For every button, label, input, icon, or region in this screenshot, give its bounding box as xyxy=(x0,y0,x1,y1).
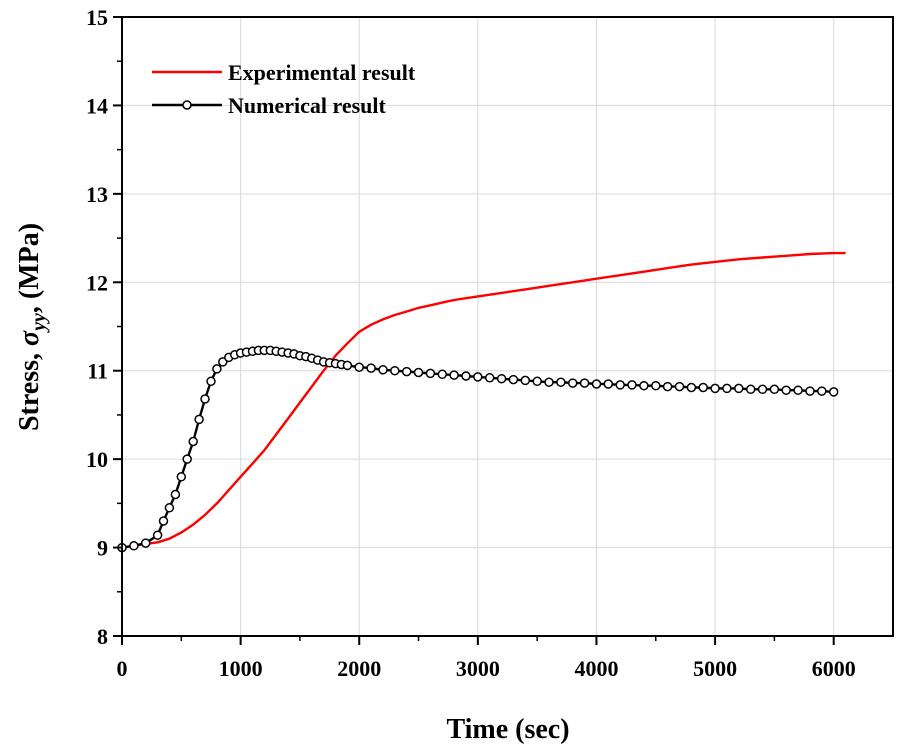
y-tick-label: 8 xyxy=(97,624,108,649)
data-point xyxy=(206,376,216,387)
y-tick-label: 15 xyxy=(86,5,108,30)
data-point xyxy=(520,375,531,386)
data-point xyxy=(354,362,364,372)
x-tick-label: 2000 xyxy=(337,656,381,681)
data-point xyxy=(496,373,507,384)
y-tick-label: 14 xyxy=(86,93,108,118)
data-point xyxy=(674,381,685,392)
grid-lines xyxy=(122,17,893,636)
data-point xyxy=(591,379,602,389)
data-point xyxy=(556,377,566,387)
data-point xyxy=(425,368,436,379)
data-point xyxy=(769,384,780,395)
tick-labels: 0 1000 2000 3000 4000 5000 6000 8 9 10 11 12 13 14 15 xyxy=(86,5,856,681)
x-tick-label: 5000 xyxy=(693,656,737,681)
y-axis-title-symbol: σ xyxy=(14,330,45,346)
data-point xyxy=(176,472,187,482)
data-point xyxy=(473,372,483,382)
data-point xyxy=(449,370,459,380)
data-point xyxy=(508,374,519,385)
y-axis-title: Stress, σyy, (MPa) xyxy=(14,223,50,431)
data-point xyxy=(544,377,554,387)
data-point xyxy=(366,363,376,373)
data-point xyxy=(828,387,839,397)
series-line xyxy=(121,251,846,549)
y-tick-label: 11 xyxy=(87,359,108,384)
data-point xyxy=(579,378,590,388)
data-point xyxy=(212,364,222,374)
x-tick-label: 1000 xyxy=(219,656,263,681)
y-tick-label: 10 xyxy=(86,447,108,472)
y-tick-label: 13 xyxy=(86,182,108,207)
data-point xyxy=(745,384,756,395)
data-point xyxy=(793,385,803,395)
data-point xyxy=(627,380,637,390)
data-point xyxy=(182,454,192,464)
data-point xyxy=(164,503,175,513)
x-tick-label: 4000 xyxy=(574,656,618,681)
data-point xyxy=(651,380,661,391)
legend: Experimental result Numerical result xyxy=(152,60,416,118)
data-point xyxy=(805,386,815,396)
data-point xyxy=(686,382,697,393)
y-tick-label: 9 xyxy=(97,536,108,561)
data-point xyxy=(170,489,181,500)
data-point xyxy=(567,378,578,388)
data-point xyxy=(390,365,400,376)
data-point xyxy=(532,376,542,387)
data-point xyxy=(781,385,791,395)
legend-numerical-marker xyxy=(182,100,192,110)
x-tick-label: 6000 xyxy=(812,656,856,681)
data-point xyxy=(662,381,673,392)
y-axis-title-prefix: Stress, xyxy=(14,346,45,431)
legend-numerical-label: Numerical result xyxy=(228,93,387,118)
data-point xyxy=(200,394,210,404)
axis-ticks xyxy=(113,16,835,645)
y-axis-title-subscript: yy xyxy=(28,313,50,333)
data-point xyxy=(437,369,448,380)
data-point xyxy=(401,366,412,377)
data-point xyxy=(615,380,625,390)
data-point xyxy=(603,379,614,389)
x-axis-title: Time (sec) xyxy=(446,714,569,745)
x-tick-label: 3000 xyxy=(456,656,500,681)
series-layer xyxy=(117,251,846,553)
data-point xyxy=(698,382,708,393)
data-point xyxy=(710,383,720,394)
data-point xyxy=(484,373,495,383)
data-point xyxy=(140,538,151,548)
data-point xyxy=(152,530,163,540)
data-point xyxy=(722,383,732,394)
data-point xyxy=(158,516,169,526)
y-tick-label: 12 xyxy=(86,270,108,295)
legend-experimental-label: Experimental result xyxy=(228,60,416,85)
y-axis-title-suffix: , (MPa) xyxy=(14,223,45,313)
data-point xyxy=(413,367,424,378)
data-point xyxy=(639,380,649,391)
series-experimental xyxy=(121,251,846,549)
data-point xyxy=(734,383,744,394)
data-point xyxy=(817,386,827,396)
data-point xyxy=(757,384,768,395)
data-point xyxy=(378,365,388,375)
data-point xyxy=(461,371,471,381)
data-point xyxy=(342,360,353,371)
data-point xyxy=(194,414,204,425)
series-numerical xyxy=(117,345,839,553)
data-point xyxy=(129,541,139,551)
x-tick-label: 0 xyxy=(117,656,128,681)
data-point xyxy=(188,436,198,447)
